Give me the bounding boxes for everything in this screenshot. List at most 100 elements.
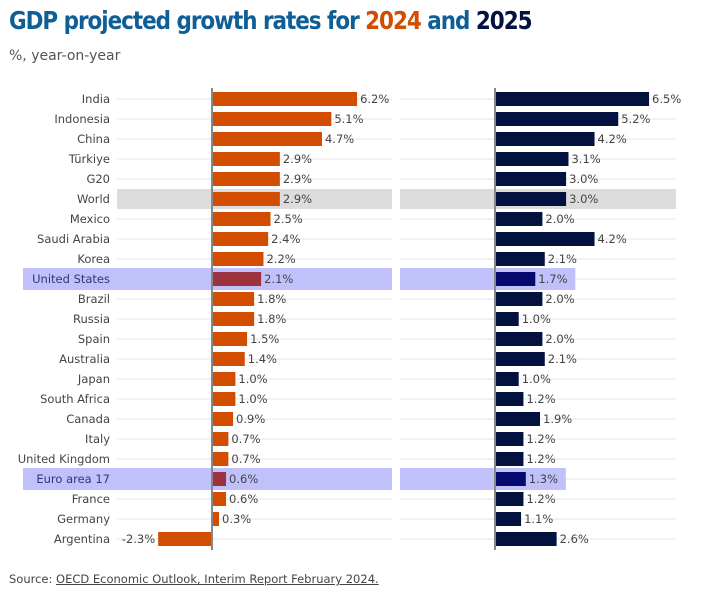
data-label: 2.6%	[560, 532, 589, 546]
data-label: 1.1%	[524, 512, 553, 526]
bar-2024	[212, 252, 264, 266]
data-label: 1.4%	[248, 352, 277, 366]
category-label: World	[77, 192, 110, 206]
bar-2024	[212, 392, 236, 406]
data-label: 6.5%	[652, 92, 681, 106]
bar-2024	[212, 192, 280, 206]
data-label: 1.0%	[238, 392, 267, 406]
category-label: Germany	[57, 512, 110, 526]
data-label: 1.8%	[257, 312, 286, 326]
category-label: Spain	[78, 332, 110, 346]
category-label: Italy	[85, 432, 110, 446]
data-label: 1.9%	[543, 412, 572, 426]
bar-2024	[212, 432, 229, 446]
category-label: United States	[32, 272, 110, 286]
bar-2025	[495, 112, 619, 126]
data-label: 1.8%	[257, 292, 286, 306]
bar-2024	[212, 412, 234, 426]
title-text-and: and	[420, 6, 476, 35]
data-label: 2.2%	[266, 252, 295, 266]
data-label: 6.2%	[360, 92, 389, 106]
bar-2024	[212, 92, 358, 106]
bar-2025	[495, 312, 519, 326]
data-label: 1.0%	[522, 372, 551, 386]
category-label: Russia	[73, 312, 110, 326]
bar-2025	[495, 532, 557, 546]
bar-2025	[495, 352, 545, 366]
bar-2024	[212, 292, 255, 306]
category-label: France	[72, 492, 110, 506]
source-link[interactable]: OECD Economic Outlook, Interim Report Fe…	[56, 572, 379, 586]
bar-2025	[495, 392, 524, 406]
bar-2025	[495, 232, 595, 246]
title-text: GDP projected growth rates for	[9, 6, 366, 35]
bar-2025	[495, 432, 524, 446]
bar-2025	[495, 272, 536, 286]
bar-2025	[495, 512, 522, 526]
bar-2024	[212, 312, 255, 326]
data-label: 2.9%	[283, 152, 312, 166]
data-label: 1.2%	[526, 492, 555, 506]
bar-2025	[495, 332, 543, 346]
bar-2025	[495, 412, 541, 426]
bar-2024	[212, 452, 229, 466]
bar-2025	[495, 472, 526, 486]
bar-2025	[495, 92, 650, 106]
category-label: Indonesia	[54, 112, 110, 126]
data-label: 0.9%	[236, 412, 265, 426]
data-label: 2.5%	[274, 212, 303, 226]
category-label: Korea	[77, 252, 110, 266]
data-label: 2.9%	[283, 172, 312, 186]
data-label: 1.5%	[250, 332, 279, 346]
bar-2025	[495, 252, 545, 266]
data-label: 4.2%	[598, 132, 627, 146]
data-label: 5.2%	[621, 112, 650, 126]
bar-2024	[212, 172, 280, 186]
data-label: 4.7%	[325, 132, 354, 146]
category-label: Argentina	[54, 532, 110, 546]
bar-2025	[495, 152, 569, 166]
data-label: 4.2%	[598, 232, 627, 246]
data-label: 2.9%	[283, 192, 312, 206]
category-label: South Africa	[40, 392, 110, 406]
category-label: India	[82, 92, 110, 106]
highlight-band	[23, 268, 392, 290]
category-label: Canada	[66, 412, 110, 426]
data-label: 1.2%	[526, 392, 555, 406]
bar-2024	[212, 352, 245, 366]
bar-2024	[212, 152, 280, 166]
category-label: Australia	[59, 352, 110, 366]
data-label: 0.7%	[231, 432, 260, 446]
bar-2025	[495, 172, 567, 186]
category-label: Brazil	[78, 292, 110, 306]
chart-title: GDP projected growth rates for 2024 and …	[9, 6, 533, 35]
data-label: 2.0%	[545, 212, 574, 226]
category-label: G20	[86, 172, 110, 186]
data-label: 0.7%	[231, 452, 260, 466]
category-label: United Kingdom	[18, 452, 110, 466]
bar-2024	[212, 372, 236, 386]
bar-2025	[495, 372, 519, 386]
bar-2025	[495, 132, 595, 146]
data-label: 1.0%	[238, 372, 267, 386]
bar-2025	[495, 292, 543, 306]
data-label: -2.3%	[122, 532, 155, 546]
bar-2024	[212, 332, 248, 346]
data-label: 1.2%	[526, 432, 555, 446]
data-label: 1.3%	[529, 472, 558, 486]
bar-2024	[212, 272, 262, 286]
bar-2024	[212, 512, 220, 526]
bar-2025	[495, 492, 524, 506]
source-note: Source: OECD Economic Outlook, Interim R…	[9, 572, 379, 586]
data-label: 2.4%	[271, 232, 300, 246]
category-label: Mexico	[70, 212, 110, 226]
category-label: Euro area 17	[36, 472, 110, 486]
bar-2025	[495, 452, 524, 466]
bar-2024	[212, 212, 271, 226]
data-label: 2.1%	[548, 252, 577, 266]
title-year-2024: 2024	[365, 6, 422, 35]
data-label: 2.0%	[545, 332, 574, 346]
category-label: Japan	[77, 372, 110, 386]
data-label: 1.0%	[522, 312, 551, 326]
